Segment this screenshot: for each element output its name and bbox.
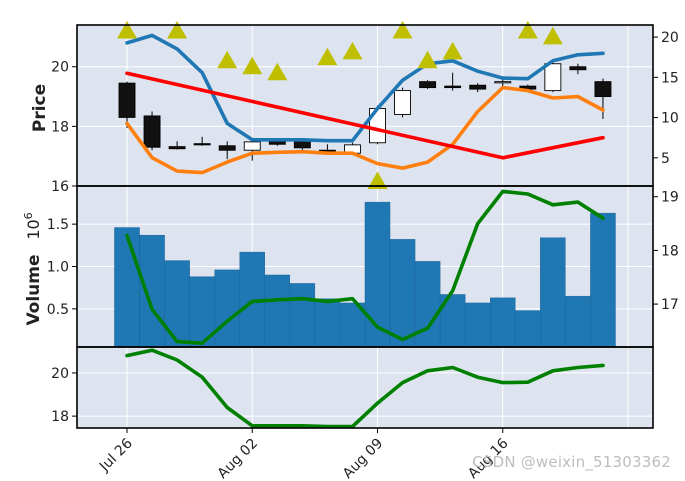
candle-body <box>193 143 211 146</box>
volume-green-line <box>125 189 605 346</box>
triangle-marker <box>342 41 363 60</box>
price-axis-label: Price <box>30 84 50 132</box>
candle-body <box>268 140 286 145</box>
triangle-marker <box>242 56 263 75</box>
volume-bar <box>464 302 491 348</box>
bottom-green-line <box>125 348 605 429</box>
candle-body <box>544 63 562 92</box>
volume-bars <box>114 201 616 348</box>
candlesticks <box>118 60 612 161</box>
volume-bar <box>414 261 441 348</box>
candle-body <box>494 81 512 84</box>
bottom-panel-border <box>76 346 654 429</box>
bottom-tick-label: 18 <box>51 409 69 425</box>
candle-body <box>293 140 311 149</box>
candle-body <box>469 84 487 90</box>
volume-bar <box>264 274 291 348</box>
candle-body <box>444 85 462 89</box>
candle-body <box>394 90 411 115</box>
candle-body <box>243 141 261 151</box>
triangle-markers <box>117 20 563 190</box>
indicator-lines <box>125 33 605 429</box>
price-red-line <box>125 71 605 160</box>
volume-bar <box>214 269 240 348</box>
volume-bar <box>289 283 316 348</box>
volume-bar <box>565 295 591 348</box>
price-right-tick-label: 20 <box>661 30 679 46</box>
candle-body <box>569 66 587 71</box>
volume-bar <box>139 234 165 348</box>
price-blue-line <box>125 33 605 143</box>
volume-axis-exponent: 106 <box>22 212 43 239</box>
triangle-marker <box>317 47 338 66</box>
candle-body <box>218 145 236 151</box>
x-tick-label: Jul 26 <box>96 435 136 475</box>
price-right-tick-label: 15 <box>661 70 679 86</box>
price-tick-label: 18 <box>51 119 69 135</box>
watermark: CSDN @weixin_51303362 <box>472 453 671 471</box>
triangle-marker <box>167 20 188 39</box>
volume-bar <box>164 260 190 348</box>
volume-bar <box>590 212 616 348</box>
price-tick-label: 16 <box>51 179 69 195</box>
volume-right-tick-label: 19 <box>661 190 679 206</box>
candle-body <box>118 82 136 118</box>
volume-right-tick-label: 18 <box>661 243 679 259</box>
price-right-tick-label: 5 <box>661 151 670 167</box>
volume-right-tick-label: 17 <box>661 297 679 313</box>
triangle-marker <box>367 171 388 190</box>
candle-body <box>594 81 612 98</box>
volume-axis-label: Volume <box>24 254 44 325</box>
candle-body <box>419 81 437 89</box>
triangle-marker <box>417 50 438 69</box>
triangle-marker <box>517 20 538 39</box>
price-orange-line <box>125 85 605 175</box>
x-tick-label: Aug 09 <box>340 436 386 481</box>
x-tick-label: Aug 02 <box>215 436 261 481</box>
volume-tick-label: 1.0 <box>47 260 69 276</box>
candle-body <box>168 146 186 150</box>
volume-bar <box>314 298 341 348</box>
volume-bar <box>389 239 416 348</box>
price-right-tick-label: 10 <box>661 111 679 127</box>
price-tick-label: 20 <box>51 60 69 76</box>
volume-bar <box>515 310 541 348</box>
triangle-marker <box>542 26 563 45</box>
bottom-tick-label: 20 <box>51 366 69 382</box>
triangle-marker <box>267 62 288 81</box>
triangle-marker <box>442 41 463 60</box>
triangle-marker <box>117 20 137 39</box>
triangle-marker <box>392 20 413 39</box>
volume-bar <box>490 297 516 348</box>
volume-bar <box>114 227 140 348</box>
candle-body <box>143 115 161 148</box>
volume-bar <box>540 237 566 348</box>
triangle-marker <box>217 50 238 69</box>
volume-tick-label: 1.5 <box>47 217 69 233</box>
volume-bar <box>364 201 391 348</box>
volume-tick-label: 0.5 <box>47 302 69 318</box>
